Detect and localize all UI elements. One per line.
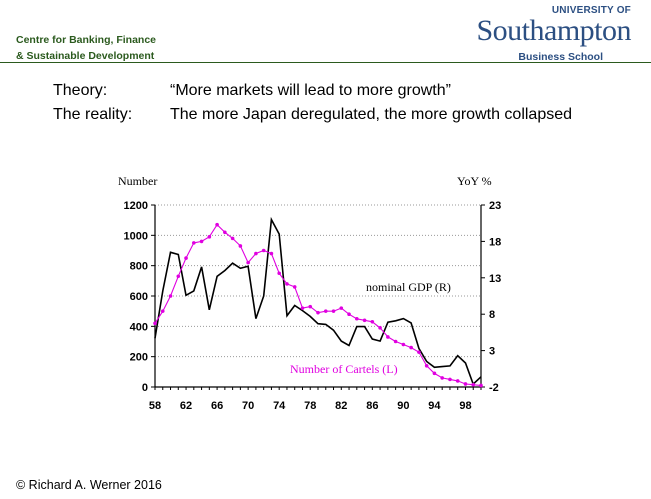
cartels-point-1992 xyxy=(417,350,421,354)
right-tick-label--2: -2 xyxy=(489,382,499,394)
cartels-series-annotation: Number of Cartels (L) xyxy=(290,362,398,376)
x-tick-label-70: 70 xyxy=(242,400,254,412)
right-axis-title: YoY % xyxy=(457,174,492,188)
copyright-footer: © Richard A. Werner 2016 xyxy=(16,478,162,492)
left-tick-label-200: 200 xyxy=(130,352,148,364)
left-tick-label-600: 600 xyxy=(130,291,148,303)
university-label: UNIVERSITY OF xyxy=(551,5,631,16)
cartels-point-1961 xyxy=(176,274,181,279)
cartels-point-1996 xyxy=(448,377,452,382)
reality-text: The more Japan deregulated, the more gro… xyxy=(170,106,573,123)
x-tick-label-66: 66 xyxy=(211,400,223,412)
left-tick-label-1200: 1200 xyxy=(124,200,148,212)
cartels-point-1963 xyxy=(192,241,196,245)
cartels-point-1987 xyxy=(378,326,382,330)
cartels-point-1968 xyxy=(230,236,235,241)
university-logo: UNIVERSITY OF Southampton xyxy=(476,6,631,46)
cartels-point-1989 xyxy=(393,339,398,344)
cartels-point-1978 xyxy=(308,304,313,309)
centre-name-line-1: Centre for Banking, Finance xyxy=(16,34,157,46)
gdp-series-annotation: nominal GDP (R) xyxy=(366,280,451,294)
cartels-point-1970 xyxy=(246,260,250,265)
left-axis-title: Number xyxy=(118,174,157,188)
school-name: Business School xyxy=(518,51,603,63)
cartels-point-1985 xyxy=(362,318,367,323)
cartels-point-1990 xyxy=(401,342,406,347)
cartels-point-1977 xyxy=(300,306,305,310)
cartels-point-1967 xyxy=(223,230,227,235)
right-tick-label-13: 13 xyxy=(489,273,501,285)
x-tick-label-90: 90 xyxy=(397,400,409,412)
x-tick-label-58: 58 xyxy=(149,400,161,412)
cartels-point-1995 xyxy=(440,376,444,380)
cartels-point-1976 xyxy=(292,285,297,289)
theory-label: Theory: xyxy=(53,82,108,99)
right-tick-label-3: 3 xyxy=(489,346,495,358)
cartels-point-1962 xyxy=(184,256,188,260)
cartels-point-1994 xyxy=(432,371,437,376)
x-tick-label-74: 74 xyxy=(273,400,286,412)
cartels-point-1959 xyxy=(160,309,165,313)
cartels-point-1981 xyxy=(331,309,336,313)
left-tick-label-0: 0 xyxy=(142,382,148,394)
cartels-point-1986 xyxy=(370,319,375,324)
cartels-point-1999 xyxy=(471,382,476,387)
right-tick-label-18: 18 xyxy=(489,236,501,248)
cartels-point-2000 xyxy=(479,383,483,388)
cartels-point-1983 xyxy=(347,312,351,317)
cartels-point-1958 xyxy=(153,321,157,326)
cartels-point-1969 xyxy=(238,244,243,248)
header-divider xyxy=(0,62,651,63)
left-tick-label-400: 400 xyxy=(130,321,148,333)
theory-text: “More markets will lead to more growth” xyxy=(170,82,451,99)
cartels-point-1975 xyxy=(285,282,289,286)
chart-series xyxy=(153,216,483,388)
university-name: Southampton xyxy=(476,14,631,47)
cartels-point-1980 xyxy=(323,309,328,313)
centre-name-line-2: & Sustainable Development xyxy=(16,50,155,62)
x-tick-label-86: 86 xyxy=(366,400,378,412)
cartels-point-1973 xyxy=(269,251,274,256)
cartels-point-1972 xyxy=(261,248,266,253)
cartels-point-1960 xyxy=(168,294,173,298)
x-tick-label-78: 78 xyxy=(304,400,316,412)
cartels-point-1991 xyxy=(409,345,413,350)
centre-name: Centre for Banking, Finance & Sustainabl… xyxy=(16,32,156,64)
cartels-point-1966 xyxy=(215,222,219,227)
cartels-point-1988 xyxy=(386,335,390,339)
cartels-point-1982 xyxy=(339,306,344,310)
cartels-point-1998 xyxy=(463,382,468,386)
cartels-point-1971 xyxy=(254,251,258,256)
x-tick-label-94: 94 xyxy=(428,400,441,412)
reality-label: The reality: xyxy=(53,106,133,123)
cartels-point-1993 xyxy=(424,363,429,368)
left-tick-label-800: 800 xyxy=(130,261,148,273)
cartels-point-1964 xyxy=(199,239,204,244)
cartels-point-1974 xyxy=(277,271,281,276)
cartels-point-1965 xyxy=(207,235,212,239)
x-tick-label-98: 98 xyxy=(459,400,471,412)
cartels-point-1979 xyxy=(316,310,320,315)
right-tick-label-8: 8 xyxy=(489,309,495,321)
cartels-point-1984 xyxy=(355,316,359,321)
x-tick-label-82: 82 xyxy=(335,400,347,412)
chart-ticks: 0 200 400 600 800 1000 1200 -2 3 8 13 18 23 58 62 66 70 7… xyxy=(124,200,502,412)
right-tick-label-23: 23 xyxy=(489,200,501,212)
left-tick-label-1000: 1000 xyxy=(124,230,148,242)
x-tick-label-62: 62 xyxy=(180,400,192,412)
series-line-gdp xyxy=(154,216,482,386)
cartels-point-1997 xyxy=(455,379,460,383)
